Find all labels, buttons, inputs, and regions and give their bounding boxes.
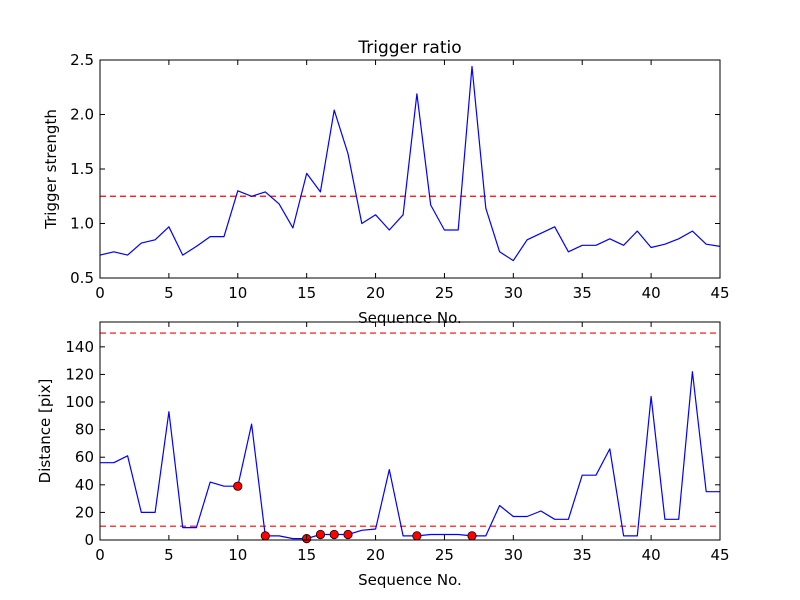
y-tick-label: 80 [75,421,94,439]
x-tick-label: 35 [573,284,592,302]
series-line [100,371,720,540]
x-tick-label: 40 [642,284,661,302]
y-tick-label: 140 [65,338,94,356]
y-tick-label: 120 [65,365,94,383]
x-axis-label: Sequence No. [358,309,462,327]
y-tick-label: 1.0 [70,215,94,233]
highlighted-point [467,531,477,541]
x-tick-label: 5 [164,546,174,564]
highlighted-point [329,529,339,540]
x-tick-label: 35 [573,546,592,564]
y-tick-label: 2.0 [70,106,94,124]
y-tick-label: 0 [84,531,94,549]
distance-chart: 0 5 10 15 20 25 30 35 40 45 0 20 40 60 80 100 120 140 Se… [36,321,730,589]
plot-frame [99,321,721,541]
x-tick-label: 10 [228,546,247,564]
x-tick-label: 15 [297,284,316,302]
y-axis-label: Trigger strength [42,109,60,230]
x-tick-label: 30 [504,546,523,564]
y-tick-label: 0.5 [70,269,94,287]
chart-title: Trigger ratio [357,38,461,58]
x-tick-label: 45 [710,546,729,564]
series-line [99,65,721,262]
x-tick-label: 40 [642,546,661,564]
y-tick-label: 20 [75,503,94,521]
y-tick-label: 60 [75,448,94,466]
x-axis-label: Sequence No. [358,571,462,589]
x-tick-label: 20 [366,546,385,564]
x-tick-label: 45 [710,284,729,302]
highlighted-point [343,529,353,540]
x-tick-label: 30 [504,284,523,302]
series-lines [99,65,721,262]
x-tick-label: 5 [164,284,174,302]
x-axis-ticks: 0 5 10 15 20 25 30 35 40 45 [95,322,730,564]
x-tick-label: 20 [366,284,385,302]
highlighted-points [233,481,477,544]
y-tick-label: 100 [65,393,94,411]
y-tick-label: 1.5 [70,160,94,178]
highlighted-point [315,529,326,540]
y-axis-ticks: 0.5 1.0 1.5 2.0 2.5 [70,51,720,287]
highlighted-point [412,531,422,541]
x-tick-label: 25 [435,546,454,564]
y-axis-ticks: 0 20 40 60 80 100 120 140 [65,338,720,549]
highlighted-point [233,481,243,491]
y-tick-label: 2.5 [70,51,94,69]
y-axis-label: Distance [pix] [36,379,54,484]
x-tick-label: 15 [297,546,316,564]
series-lines [100,371,720,540]
y-tick-label: 40 [75,476,94,494]
x-tick-label: 10 [228,284,247,302]
x-tick-label: 0 [95,284,105,302]
x-axis-ticks: 0 5 10 15 20 25 30 35 40 45 [95,60,730,302]
threshold-lines [100,332,720,527]
x-tick-label: 0 [95,546,105,564]
x-tick-label: 25 [435,284,454,302]
highlighted-point [260,531,270,541]
